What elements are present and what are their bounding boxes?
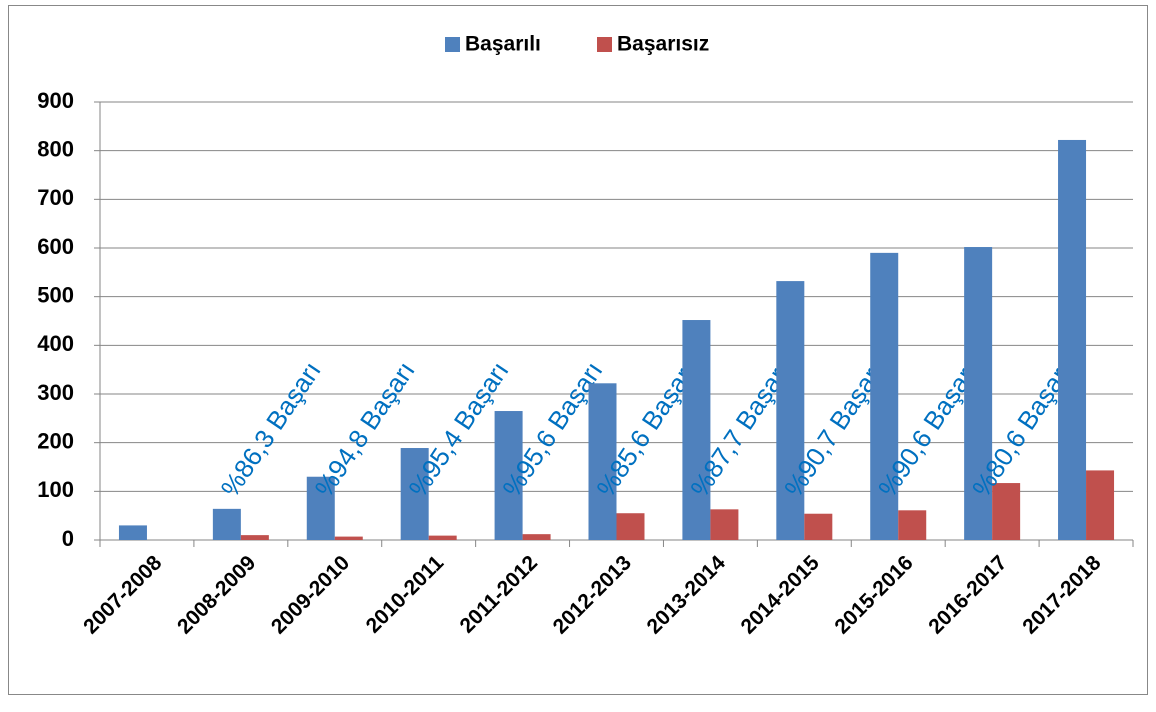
y-tick-label: 500 — [37, 282, 74, 307]
legend-swatch — [445, 37, 460, 52]
y-tick-label: 400 — [37, 331, 74, 356]
y-tick-label: 200 — [37, 428, 74, 453]
y-tick-label: 700 — [37, 185, 74, 210]
bar — [1086, 470, 1115, 540]
bar — [710, 509, 739, 540]
bar — [400, 448, 429, 540]
y-tick-label: 300 — [37, 380, 74, 405]
bar — [428, 535, 457, 540]
bar — [992, 483, 1021, 540]
chart-border — [8, 5, 1148, 695]
y-tick-label: 100 — [37, 477, 74, 502]
bar — [118, 525, 147, 540]
bar — [240, 535, 269, 540]
bar — [522, 534, 551, 540]
bar — [870, 252, 899, 540]
bar — [588, 383, 617, 540]
bar — [776, 281, 805, 540]
y-tick-label: 600 — [37, 234, 74, 259]
bar — [1058, 139, 1087, 540]
y-tick-label: 0 — [62, 526, 74, 551]
bar — [334, 536, 363, 540]
bar — [494, 411, 523, 540]
legend-label: Başarısız — [617, 33, 709, 56]
y-tick-label: 800 — [37, 136, 74, 161]
bar — [804, 513, 833, 540]
bar — [212, 508, 241, 540]
bar — [964, 247, 993, 540]
legend-label: Başarılı — [465, 33, 541, 56]
y-tick-label: 900 — [37, 88, 74, 113]
bar — [616, 513, 645, 540]
bar — [898, 510, 927, 540]
legend-swatch — [597, 37, 612, 52]
bar — [306, 476, 335, 540]
bar — [682, 320, 711, 540]
